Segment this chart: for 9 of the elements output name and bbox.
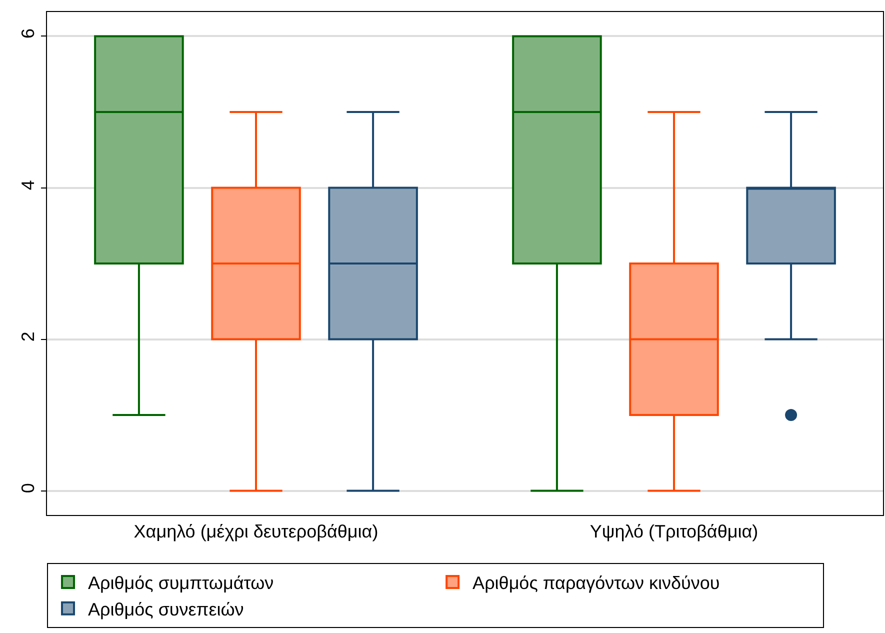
legend-label: Αριθμός παραγόντων κινδύνου bbox=[472, 573, 720, 594]
y-tick-label: 6 bbox=[18, 28, 38, 39]
legend-label: Αριθμός συνεπειών bbox=[88, 599, 244, 620]
y-tick-label: 2 bbox=[18, 332, 38, 342]
y-tick-label: 4 bbox=[18, 180, 38, 190]
y-tick-label: 0 bbox=[18, 483, 38, 494]
legend-label: Αριθμός συμπτωμάτων bbox=[88, 573, 274, 594]
x-tick-label: Υψηλό (Τριτοβάθμια) bbox=[590, 522, 758, 542]
x-tick-label: Χαμηλό (μέχρι δευτεροβάθμια) bbox=[134, 522, 378, 542]
